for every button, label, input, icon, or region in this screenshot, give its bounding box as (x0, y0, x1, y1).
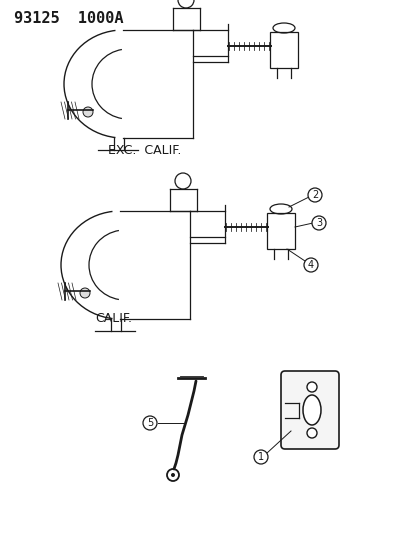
Circle shape (80, 288, 90, 298)
Text: 4: 4 (307, 260, 313, 270)
Text: 93125  1000A: 93125 1000A (14, 11, 123, 26)
Bar (269, 32, 297, 68)
Text: CALIF.: CALIF. (95, 312, 132, 326)
Text: 2: 2 (311, 190, 317, 200)
Circle shape (171, 473, 175, 477)
Text: EXC.  CALIF.: EXC. CALIF. (108, 144, 181, 157)
Circle shape (83, 107, 93, 117)
Text: 5: 5 (147, 418, 153, 428)
Circle shape (306, 382, 316, 392)
Circle shape (307, 188, 321, 202)
Circle shape (306, 428, 316, 438)
FancyBboxPatch shape (280, 371, 338, 449)
Circle shape (254, 450, 267, 464)
Text: 1: 1 (257, 452, 263, 462)
Circle shape (311, 216, 325, 230)
Circle shape (142, 416, 157, 430)
Ellipse shape (302, 395, 320, 425)
Text: 3: 3 (315, 218, 321, 228)
Circle shape (303, 258, 317, 272)
Bar (266, 213, 294, 249)
